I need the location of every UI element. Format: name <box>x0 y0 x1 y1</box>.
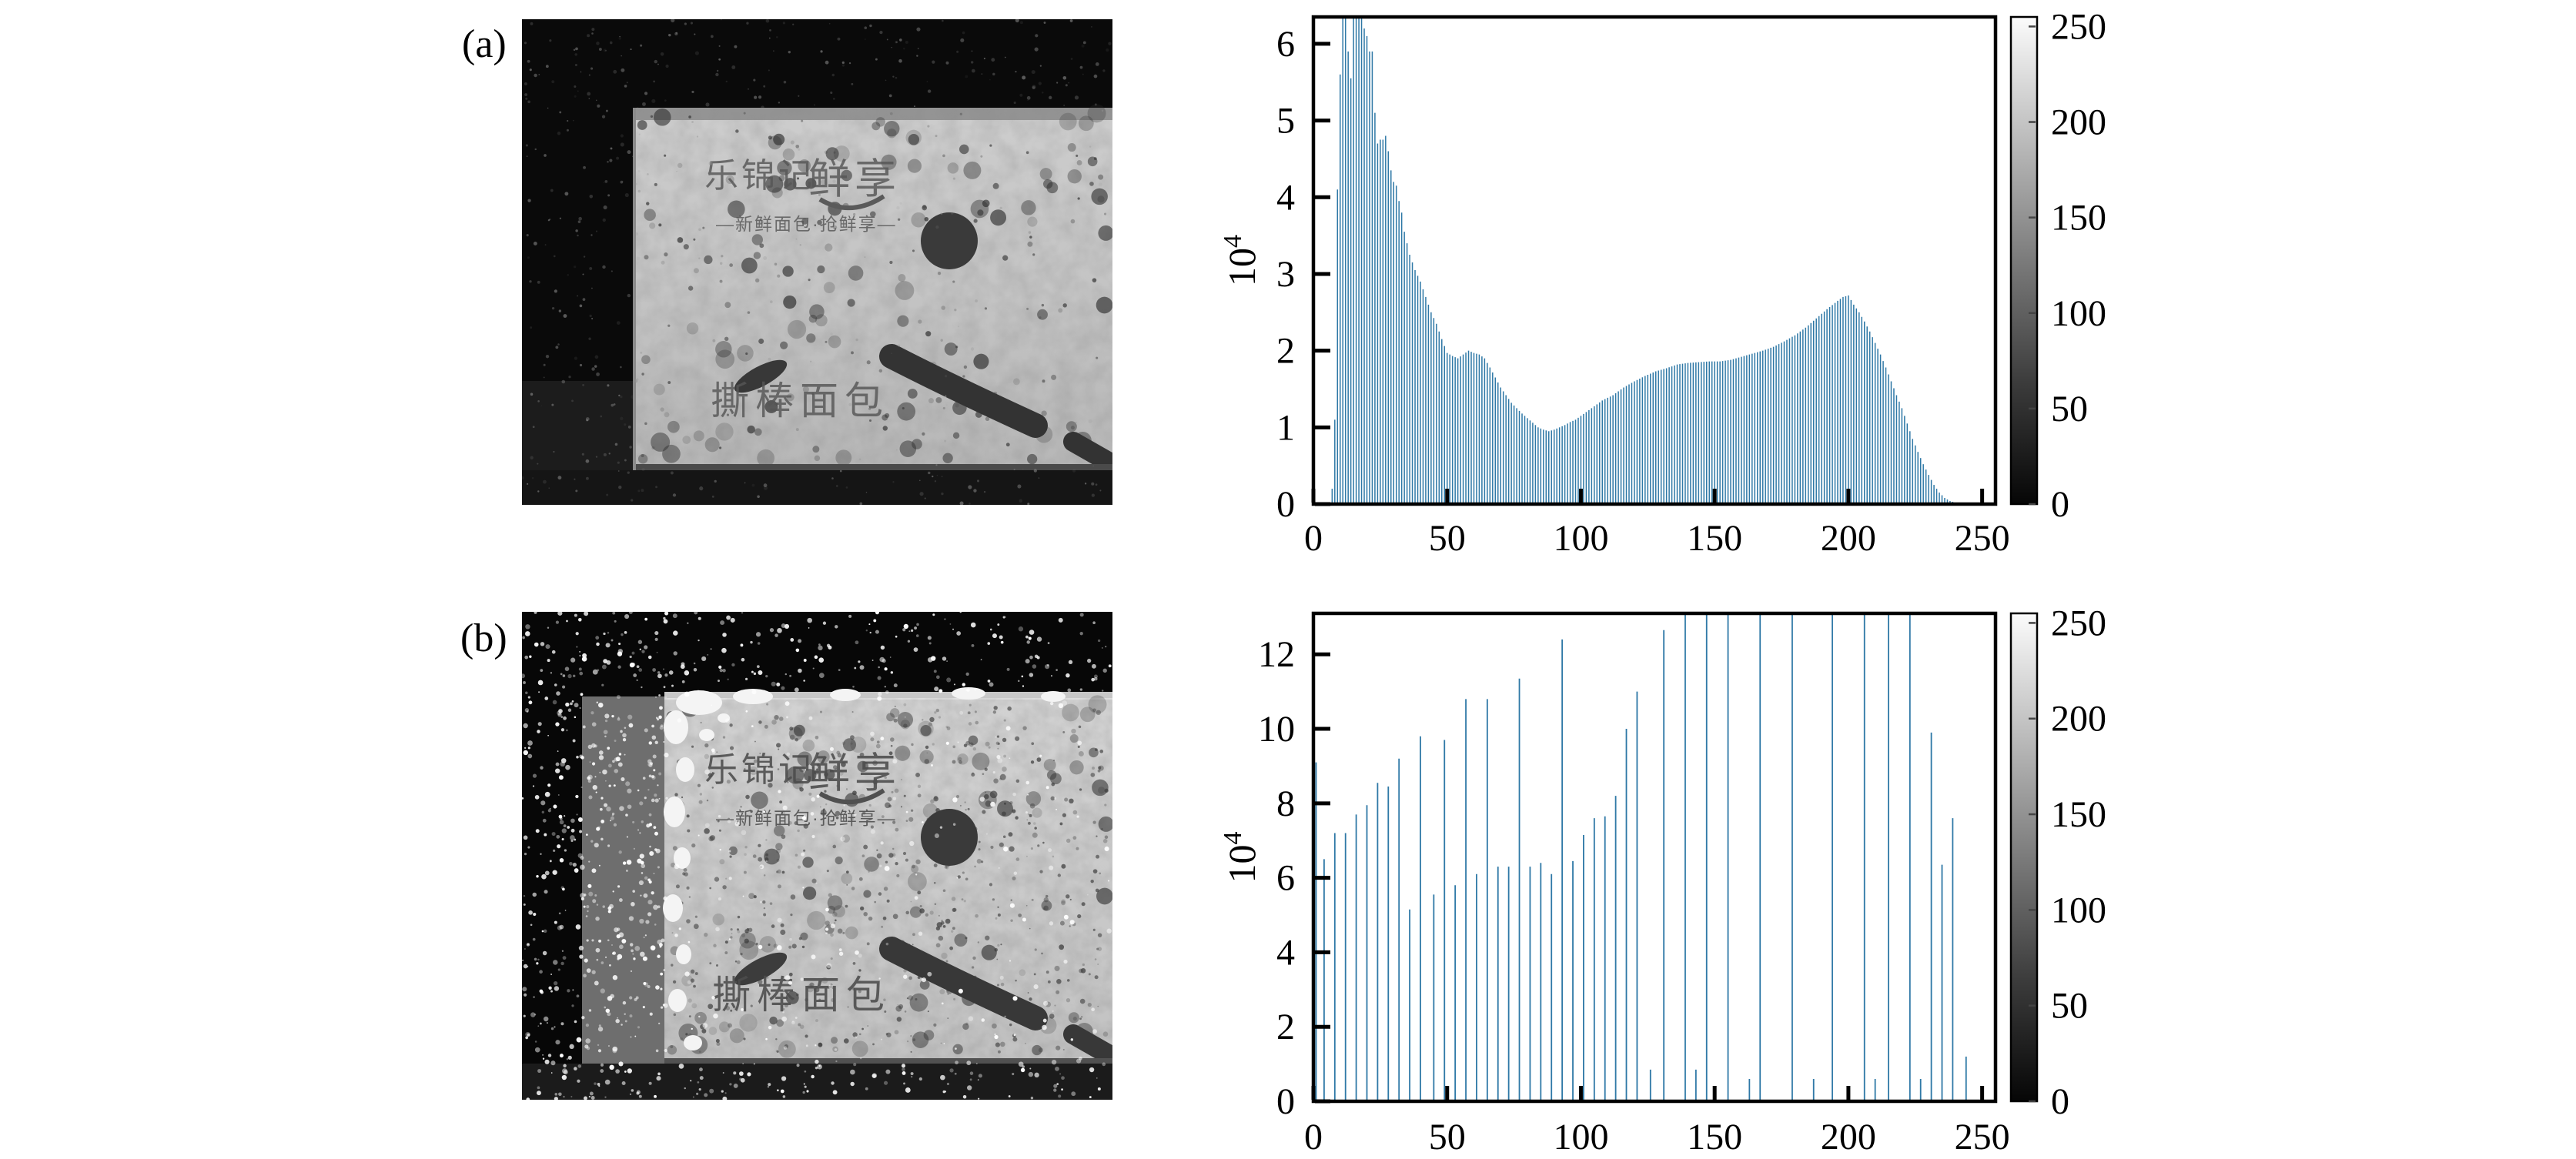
package-b: 乐锦记 鲜享 —新鲜面包·抢鲜享— 撕棒面包 <box>664 692 1112 1066</box>
panel-a-label: (a) <box>462 22 507 66</box>
svg-text:200: 200 <box>1821 518 1876 559</box>
photo-a-bottom-band <box>522 470 1112 505</box>
image-b: 乐锦记 鲜享 —新鲜面包·抢鲜享— 撕棒面包 <box>522 612 1112 1100</box>
pill-blob-b <box>734 952 788 986</box>
colorbar-a: 0 50 100 150 200 250 <box>2009 6 2106 525</box>
svg-text:250: 250 <box>1955 518 2010 559</box>
big-bubble-a <box>921 212 978 269</box>
svg-text:3: 3 <box>1276 254 1295 295</box>
svg-text:100: 100 <box>2051 293 2106 334</box>
svg-text:50: 50 <box>1429 1117 1466 1157</box>
sausage-tail-a <box>1063 432 1112 473</box>
product-text-a: 撕棒面包 <box>711 379 889 423</box>
svg-text:6: 6 <box>1276 24 1295 65</box>
brand-text-b: 乐锦记 <box>704 751 815 789</box>
svg-text:100: 100 <box>1553 1117 1608 1157</box>
pill-blob-a <box>734 359 788 393</box>
bubbles-a <box>637 104 1112 467</box>
brand2-text-a: 鲜享 <box>808 156 901 202</box>
svg-text:200: 200 <box>2051 699 2106 740</box>
svg-text:10: 10 <box>1258 709 1295 750</box>
svg-text:4: 4 <box>1276 932 1295 973</box>
brand2-text-b: 鲜享 <box>808 750 901 797</box>
svg-text:4: 4 <box>1276 177 1295 218</box>
svg-text:0: 0 <box>1276 484 1295 525</box>
big-bubble-b <box>921 809 978 866</box>
smile-swoosh-a <box>818 194 885 210</box>
svg-text:2: 2 <box>1276 331 1295 372</box>
speckles-a <box>522 19 1112 505</box>
svg-text:100: 100 <box>2051 890 2106 930</box>
svg-text:8: 8 <box>1276 783 1295 824</box>
svg-text:250: 250 <box>2051 6 2106 47</box>
photo-b-bottom-band <box>522 1064 1112 1100</box>
svg-text:0: 0 <box>1276 1081 1295 1122</box>
colorbar-b: 0 50 100 150 200 250 <box>2009 603 2106 1122</box>
svg-text:0: 0 <box>2051 1081 2069 1122</box>
svg-text:12: 12 <box>1258 634 1295 675</box>
svg-text:150: 150 <box>1687 1117 1742 1157</box>
svg-text:50: 50 <box>1429 518 1466 559</box>
tagline-text-a: —新鲜面包·抢鲜享— <box>716 214 897 234</box>
smile-swoosh-b <box>818 788 885 804</box>
package-a: 乐锦记 鲜享 —新鲜面包·抢鲜享— 撕棒面包 <box>633 104 1112 473</box>
svg-text:150: 150 <box>2051 198 2106 239</box>
svg-text:250: 250 <box>2051 603 2106 643</box>
svg-text:5: 5 <box>1276 101 1295 142</box>
svg-text:200: 200 <box>1821 1117 1876 1157</box>
svg-text:0: 0 <box>1304 1117 1323 1157</box>
svg-text:50: 50 <box>2051 986 2088 1027</box>
histogram-a: 0 1 2 3 4 5 6 0 50 100 150 200 250 104 <box>1219 15 2010 559</box>
sausage-tail-b <box>1063 1024 1112 1066</box>
svg-text:6: 6 <box>1276 858 1295 899</box>
svg-text:104: 104 <box>1219 832 1263 883</box>
svg-text:0: 0 <box>2051 484 2069 525</box>
speckles-b <box>522 612 1112 1100</box>
svg-text:100: 100 <box>1553 518 1608 559</box>
svg-text:1: 1 <box>1276 407 1295 448</box>
panel-b-label: (b) <box>460 616 507 660</box>
svg-text:104: 104 <box>1219 235 1263 286</box>
svg-text:200: 200 <box>2051 102 2106 143</box>
sausage-blob-b <box>879 937 1048 1030</box>
svg-text:0: 0 <box>1304 518 1323 559</box>
svg-text:150: 150 <box>2051 794 2106 835</box>
sausage-blob-a <box>879 344 1048 438</box>
svg-text:150: 150 <box>1687 518 1742 559</box>
svg-text:2: 2 <box>1276 1007 1295 1047</box>
histogram-b: 0 2 4 6 8 10 12 0 50 100 150 200 250 104 <box>1219 611 2010 1157</box>
svg-text:250: 250 <box>1955 1117 2010 1157</box>
image-a: 乐锦记 鲜享 —新鲜面包·抢鲜享— 撕棒面包 <box>522 19 1112 505</box>
brand-text-a: 乐锦记 <box>704 157 815 195</box>
svg-text:50: 50 <box>2051 389 2088 429</box>
